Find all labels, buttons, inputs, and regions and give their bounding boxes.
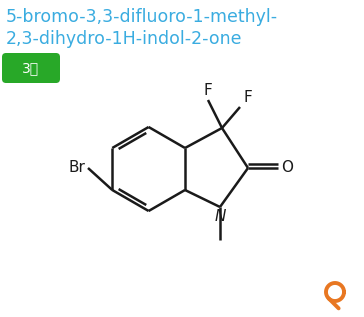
Text: 5-bromo-3,3-difluoro-1-methyl-: 5-bromo-3,3-difluoro-1-methyl- [6,8,278,26]
Text: 3级: 3级 [23,61,40,75]
Text: F: F [203,83,212,98]
Text: N: N [214,209,226,224]
FancyBboxPatch shape [2,53,60,83]
Text: F: F [244,90,253,105]
Text: Br: Br [68,160,85,176]
Text: O: O [281,160,293,176]
Text: 2,3-dihydro-1H-indol-2-one: 2,3-dihydro-1H-indol-2-one [6,30,242,48]
